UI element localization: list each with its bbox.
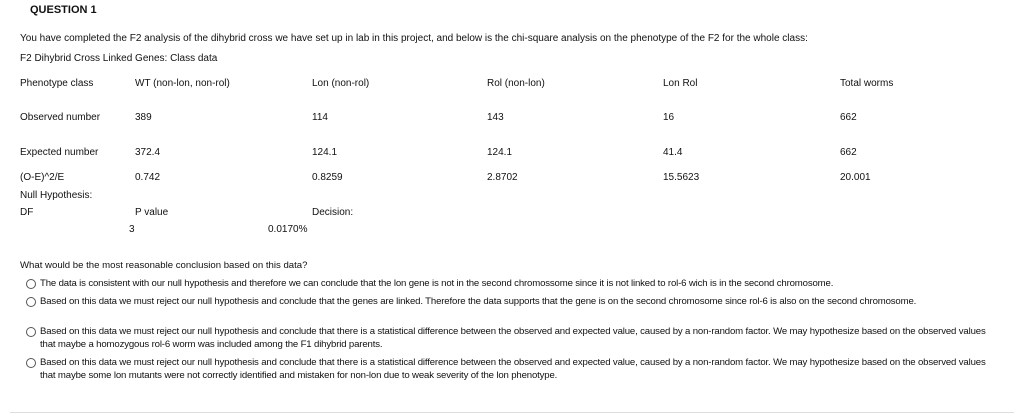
table-cell: (O-E)^2/E [20,172,65,183]
column-header: Rol (non-lon) [487,78,545,89]
null-hypothesis-label: Null Hypothesis: [20,190,93,201]
divider [10,412,1014,413]
table-cell: 662 [840,147,857,158]
table-cell: 0.742 [135,172,161,183]
question-prompt: What would be the most reasonable conclu… [20,260,308,271]
table-cell: 15.5623 [663,172,700,183]
df-label: DF [20,207,34,218]
column-header: Phenotype class [20,78,94,89]
intro-text: You have completed the F2 analysis of th… [20,33,808,44]
table-cell: Observed number [20,112,101,123]
table-cell: 20.001 [840,172,871,183]
table-cell: 143 [487,112,504,123]
answer-option-1[interactable]: The data is consistent with our null hyp… [26,278,996,291]
table-cell: 124.1 [487,147,513,158]
table-cell: 389 [135,112,152,123]
table-cell: 0.8259 [312,172,343,183]
column-header: Lon Rol [663,78,698,89]
table-cell: 114 [312,112,328,123]
table-cell: 372.4 [135,147,161,158]
df-value: 3 [129,224,135,235]
radio-button[interactable] [26,279,36,289]
answer-option-3[interactable]: Based on this data we must reject our nu… [26,326,996,351]
p-value-label: P value [135,207,169,218]
answer-option-4[interactable]: Based on this data we must reject our nu… [26,357,996,382]
table-cell: 662 [840,112,857,123]
radio-button[interactable] [26,297,36,307]
p-value: 0.0170% [268,224,308,235]
decision-label: Decision: [312,207,354,218]
table-cell: Expected number [20,147,99,158]
table-caption: F2 Dihybrid Cross Linked Genes: Class da… [20,53,218,64]
table-cell: 16 [663,112,675,123]
column-header: Lon (non-rol) [312,78,370,89]
table-cell: 41.4 [663,147,683,158]
column-header: WT (non-lon, non-rol) [135,78,230,89]
table-cell: 2.8702 [487,172,518,183]
radio-button[interactable] [26,327,36,337]
radio-button[interactable] [26,358,36,368]
question-title: QUESTION 1 [30,4,97,16]
column-header: Total worms [840,78,894,89]
answer-option-2[interactable]: Based on this data we must reject our nu… [26,296,996,309]
table-cell: 124.1 [312,147,338,158]
